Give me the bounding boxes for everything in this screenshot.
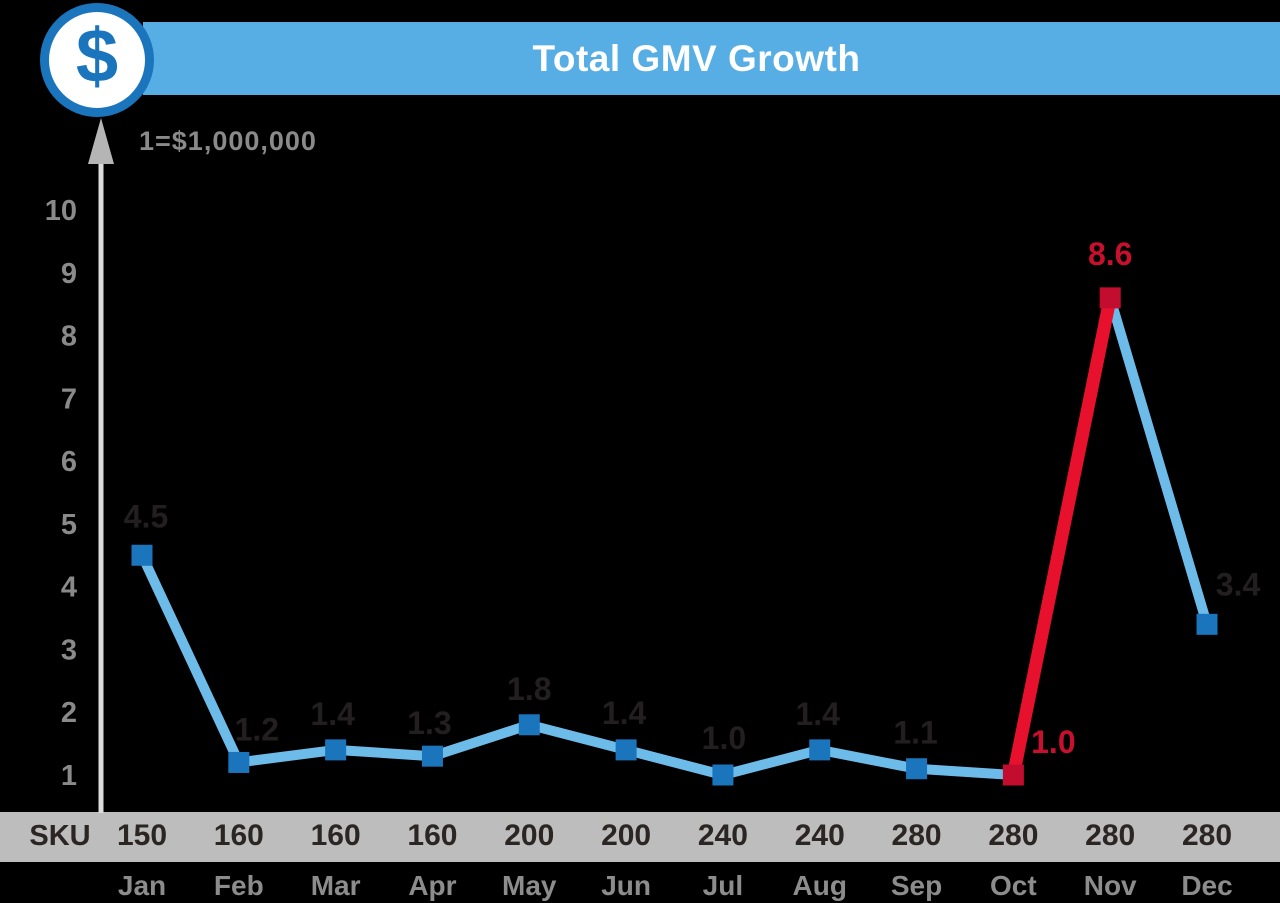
data-label: 8.6: [1088, 236, 1132, 272]
x-axis-month-label: Jul: [703, 870, 743, 901]
data-point-marker-sep: [906, 758, 928, 780]
x-axis-month-label: Jan: [118, 870, 166, 901]
y-tick-label: 2: [61, 697, 77, 729]
sku-value: 240: [698, 819, 748, 852]
data-point-marker-oct: [1002, 764, 1024, 786]
data-label: 1.3: [407, 705, 451, 741]
x-axis-month-label: Feb: [214, 870, 264, 901]
sku-row-header: SKU: [29, 820, 90, 852]
series-line-red-highlight: [1007, 296, 1117, 777]
data-point-marker-jul: [712, 764, 734, 786]
data-label: 1.1: [893, 715, 937, 751]
data-point-marker-dec: [1196, 613, 1218, 635]
y-tick-label: 4: [61, 572, 77, 604]
sku-value: 160: [311, 819, 361, 852]
unit-note: 1=$1,000,000: [139, 126, 317, 156]
x-axis-month-label: Nov: [1084, 870, 1137, 901]
y-tick-label: 6: [61, 446, 77, 478]
x-axis-month-label: Aug: [793, 870, 847, 901]
title-band: Total GMV Growth: [143, 22, 1280, 95]
y-tick-label: 10: [45, 195, 77, 227]
data-point-marker-may: [518, 714, 540, 736]
dollar-icon: $: [40, 3, 154, 117]
data-point-marker-aug: [809, 739, 831, 761]
sku-band: [0, 812, 1280, 862]
data-point-marker-nov: [1099, 287, 1121, 309]
sku-value: 280: [892, 819, 942, 852]
data-label: 1.8: [507, 671, 551, 707]
x-axis-month-label: Jun: [601, 870, 651, 901]
y-tick-label: 7: [61, 383, 77, 415]
sku-value: 240: [795, 819, 845, 852]
data-point-marker-feb: [228, 751, 250, 773]
y-tick-label: 8: [61, 321, 77, 353]
series-line-blue-dec: [1105, 296, 1212, 626]
x-axis-month-label: May: [502, 870, 557, 901]
data-label: 1.4: [310, 696, 355, 732]
page-title: Total GMV Growth: [532, 37, 861, 79]
data-label: 1.0: [702, 720, 746, 756]
y-tick-label: 9: [61, 258, 77, 290]
y-tick-label: 1: [61, 760, 77, 792]
x-axis-month-label: Sep: [891, 870, 942, 901]
data-label: 1.4: [602, 695, 647, 731]
x-axis-month-label: Dec: [1181, 870, 1232, 901]
sku-value: 160: [407, 819, 457, 852]
data-point-marker-jun: [615, 739, 637, 761]
data-point-marker-jan: [131, 544, 153, 566]
y-tick-label: 3: [61, 634, 77, 666]
x-axis-month-label: Oct: [990, 870, 1037, 901]
data-label: 3.4: [1216, 566, 1261, 602]
dollar-sign-glyph: $: [75, 14, 119, 99]
x-axis-month-label: Apr: [408, 870, 456, 901]
sku-value: 280: [1182, 819, 1232, 852]
data-label: 1.4: [795, 696, 840, 732]
data-point-marker-apr: [421, 745, 443, 767]
y-tick-label: 5: [61, 509, 77, 541]
sku-value: 150: [117, 819, 167, 852]
sku-value: 160: [214, 819, 264, 852]
data-point-marker-mar: [325, 739, 347, 761]
data-label: 1.0: [1031, 724, 1075, 760]
sku-value: 200: [504, 819, 554, 852]
data-label: 4.5: [124, 498, 168, 534]
sku-value: 280: [1085, 819, 1135, 852]
y-axis-arrowhead: [88, 118, 114, 164]
series-line-blue: [137, 553, 1014, 780]
sku-value: 200: [601, 819, 651, 852]
sku-value: 280: [988, 819, 1038, 852]
data-label: 1.2: [235, 711, 279, 747]
x-axis-month-label: Mar: [311, 870, 361, 901]
